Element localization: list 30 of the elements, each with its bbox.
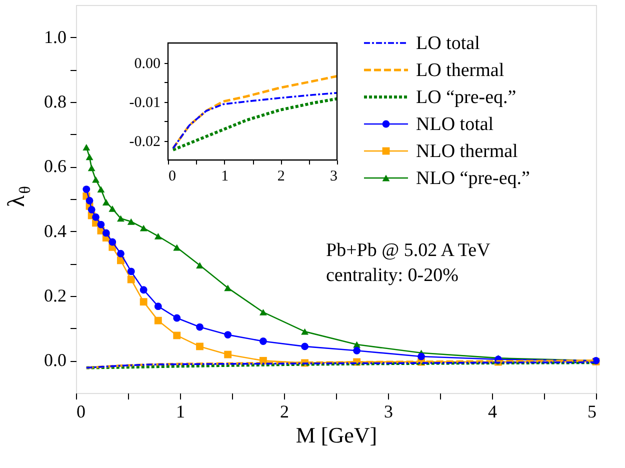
x-tick-label: 0 xyxy=(168,168,176,184)
x-tick-label: 3 xyxy=(330,168,338,184)
x-tick-label: 1 xyxy=(221,168,229,184)
legend-label: NLO total xyxy=(416,114,494,135)
legend-label: NLO “pre-eq.” xyxy=(416,168,530,189)
x-axis-title: M [GeV] xyxy=(296,422,378,448)
legend-label: LO total xyxy=(416,33,480,54)
y-tick-label: 0.0 xyxy=(44,350,66,370)
x-tick-label: 4 xyxy=(488,402,497,422)
y-axis-title: λθ xyxy=(4,186,34,207)
y-tick-label: 0.4 xyxy=(44,220,66,241)
y-tick-label: 0.2 xyxy=(44,286,66,306)
annotation: Pb+Pb @ 5.02 A TeV xyxy=(326,240,491,261)
x-tick-label: 5 xyxy=(588,402,596,422)
x-tick-label: 2 xyxy=(277,168,285,184)
y-tick-label: 0.6 xyxy=(44,156,66,176)
x-tick-label: 3 xyxy=(384,402,393,422)
legend-label: LO thermal xyxy=(416,60,504,81)
x-tick-label: 0 xyxy=(76,402,86,422)
x-tick-label: 1 xyxy=(176,402,185,422)
y-tick-label: 0.00 xyxy=(134,56,160,72)
y-tick-label: -0.02 xyxy=(129,134,160,150)
annotation: centrality: 0-20% xyxy=(326,265,459,286)
legend-label: NLO thermal xyxy=(416,141,518,162)
y-tick-label: -0.01 xyxy=(129,95,160,111)
line-series xyxy=(172,74,338,150)
legend-label: LO “pre-eq.” xyxy=(416,87,516,108)
x-tick-label: 2 xyxy=(280,402,289,422)
y-tick-label: 1.0 xyxy=(44,26,66,47)
y-tick-label: 0.8 xyxy=(44,92,66,112)
